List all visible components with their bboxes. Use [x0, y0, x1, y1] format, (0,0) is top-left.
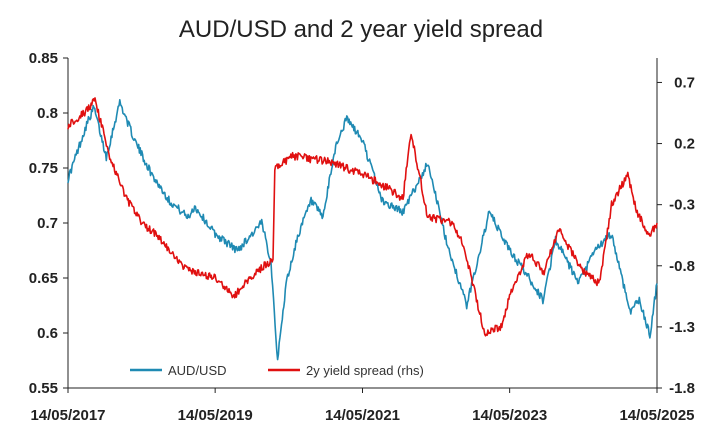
chart-title: AUD/USD and 2 year yield spread: [178, 16, 544, 43]
y-right-tick-label: -0.8: [669, 258, 695, 275]
y-right-tick-label: -0.3: [669, 197, 695, 214]
y-right-tick-label: -1.8: [669, 380, 695, 397]
y-left-tick-label: 0.55: [29, 380, 58, 397]
y-left-tick-label: 0.8: [37, 105, 58, 122]
y-left-tick-label: 0.65: [29, 270, 58, 287]
x-tick-label: 14/05/2021: [325, 407, 400, 424]
y-left-tick-label: 0.6: [37, 325, 58, 342]
series-line-yield-spread: [67, 97, 658, 337]
y-right-tick-label: 0.2: [674, 136, 695, 153]
y-right-tick-label: -1.3: [669, 319, 695, 336]
x-tick-label: 14/05/2025: [619, 407, 694, 424]
x-tick-label: 14/05/2017: [30, 407, 105, 424]
x-tick-label: 14/05/2019: [178, 407, 253, 424]
legend-label: AUD/USD: [168, 363, 227, 378]
y-left-tick-label: 0.75: [29, 160, 58, 177]
y-left-tick-label: 0.7: [37, 215, 58, 232]
y-right-tick-label: 0.7: [674, 74, 695, 91]
legend-label: 2y yield spread (rhs): [306, 363, 424, 378]
axes: 0.85 0.8 0.75 0.7 0.65 0.6 0.55 0.7 0.2 -0.3 -0.8 -…: [29, 50, 695, 424]
series-line-audusd: [67, 99, 658, 361]
y-left-tick-label: 0.85: [29, 50, 58, 67]
x-tick-label: 14/05/2023: [472, 407, 547, 424]
series-lines: [67, 97, 658, 361]
legend: AUD/USD 2y yield spread (rhs): [130, 363, 424, 378]
